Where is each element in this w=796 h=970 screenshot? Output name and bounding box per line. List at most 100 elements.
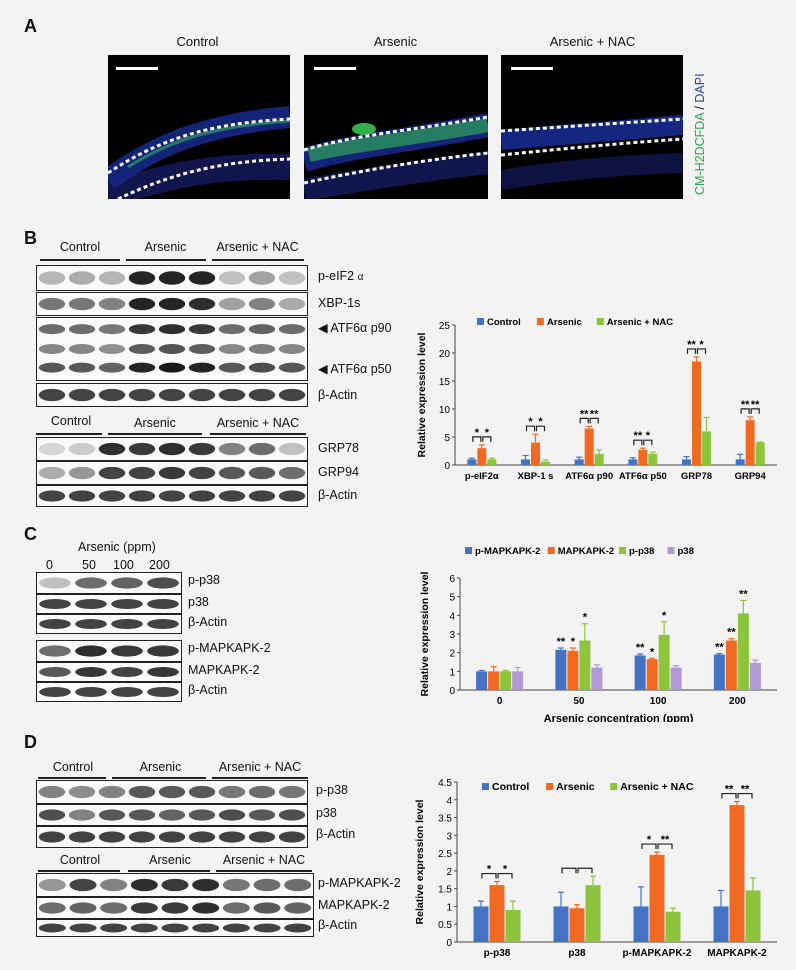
blot-c4 xyxy=(36,640,182,662)
blot-band xyxy=(111,645,143,657)
blot-band xyxy=(38,809,66,821)
blot-band xyxy=(130,923,158,933)
blot-band xyxy=(158,785,186,799)
blot-band xyxy=(100,902,128,914)
legend-label: Arsenic xyxy=(547,317,582,328)
bar xyxy=(579,640,591,690)
micrograph-arsenic-svg xyxy=(304,67,488,199)
blot-band xyxy=(75,577,107,589)
b-group-arsenic: Arsenic xyxy=(144,240,187,254)
blot-band xyxy=(111,686,143,698)
blot-band xyxy=(278,324,306,335)
d2-group-arsenic: Arsenic xyxy=(149,853,191,867)
sig-marker: * xyxy=(538,416,543,428)
blot-c3 xyxy=(36,614,182,634)
blot-band xyxy=(278,388,306,402)
y-axis-label: Relative expression level xyxy=(419,571,431,696)
sig-marker: ** xyxy=(661,834,670,846)
b-label-actin2: β-Actin xyxy=(318,488,358,502)
blot-band xyxy=(38,271,66,285)
b-label-grp78: GRP78 xyxy=(318,441,359,455)
bar xyxy=(745,420,755,465)
blot-band xyxy=(38,442,66,456)
blot-band xyxy=(38,490,66,502)
blot-band xyxy=(188,466,216,480)
blot-band xyxy=(278,809,306,821)
legend-label: MAPKAPK-2 xyxy=(558,546,614,557)
blot-band xyxy=(278,362,306,373)
blot-band xyxy=(38,923,66,933)
blot-band xyxy=(68,344,96,354)
blot-band xyxy=(75,645,107,657)
blot-band xyxy=(158,388,186,402)
bar xyxy=(487,459,497,465)
legend-label: p-p38 xyxy=(629,546,654,557)
bar xyxy=(749,662,761,690)
c-dose-0: 0 xyxy=(46,558,53,572)
sig-bracket xyxy=(686,348,697,354)
blot-band xyxy=(147,686,179,698)
blot-band xyxy=(38,831,66,843)
blot-band xyxy=(38,785,66,799)
blot-band xyxy=(218,442,246,456)
blot-band xyxy=(98,442,126,456)
blot-band xyxy=(128,442,156,456)
bar xyxy=(670,667,682,690)
blot-band xyxy=(248,324,276,335)
b-label-atf6-p90: ◀ ATF6α p90 xyxy=(318,321,392,335)
blot-band xyxy=(278,271,306,285)
sig-marker: ** xyxy=(725,784,734,796)
blot-band xyxy=(128,362,156,373)
c-label-pp38: p-p38 xyxy=(188,573,220,587)
blot-band xyxy=(188,388,216,402)
blot-band xyxy=(248,490,276,502)
blot-band xyxy=(248,809,276,821)
legend-swatch xyxy=(547,547,555,554)
legend-label: p38 xyxy=(678,546,694,557)
blot-band xyxy=(38,878,66,892)
blot-band xyxy=(130,878,158,892)
bar xyxy=(488,671,500,690)
b-group-line xyxy=(40,259,120,261)
blot-band xyxy=(128,271,156,285)
sig-marker: ** xyxy=(741,784,750,796)
bar xyxy=(658,634,670,690)
blot-band xyxy=(161,878,189,892)
blot-band xyxy=(75,666,107,678)
blot-band xyxy=(218,785,246,799)
blot-band xyxy=(98,344,126,354)
b-label-actin1: β-Actin xyxy=(318,388,358,402)
bar xyxy=(569,908,585,942)
blot-band xyxy=(218,271,246,285)
y-tick-label: 3 xyxy=(449,630,455,641)
blot-band xyxy=(248,344,276,354)
x-tick-label: 200 xyxy=(729,696,746,707)
d2-group-line xyxy=(216,870,312,872)
y-tick-label: 5 xyxy=(449,593,455,604)
d2-group-control: Control xyxy=(59,853,101,867)
blot-band xyxy=(284,902,312,914)
blot-band xyxy=(218,324,246,335)
bar xyxy=(591,667,603,690)
sig-bracket xyxy=(633,439,643,446)
blot-d6 xyxy=(36,919,314,937)
blot-d4 xyxy=(36,873,314,897)
blot-band xyxy=(128,297,156,311)
chart-b: Control Arsenic Arsenic + NAC 0 5 10 15 20 25 Rel… xyxy=(416,317,777,482)
sig-bracket xyxy=(696,348,707,354)
sig-bracket xyxy=(535,425,546,432)
c-dose-200: 200 xyxy=(149,558,170,572)
tissue-band xyxy=(108,106,290,199)
blot-band xyxy=(68,324,96,335)
b2-group-line xyxy=(36,433,102,435)
blot-band xyxy=(98,324,126,335)
y-tick-label: 25 xyxy=(439,321,451,332)
blot-band xyxy=(98,490,126,502)
x-tick-label: XBP-1 s xyxy=(518,471,554,482)
blot-band xyxy=(248,271,276,285)
legend-label: Arsenic xyxy=(556,781,595,793)
d-group-arsenic: Arsenic xyxy=(139,760,182,774)
blot-band xyxy=(147,645,179,657)
blot-band xyxy=(98,831,126,843)
blot-band xyxy=(39,577,71,589)
